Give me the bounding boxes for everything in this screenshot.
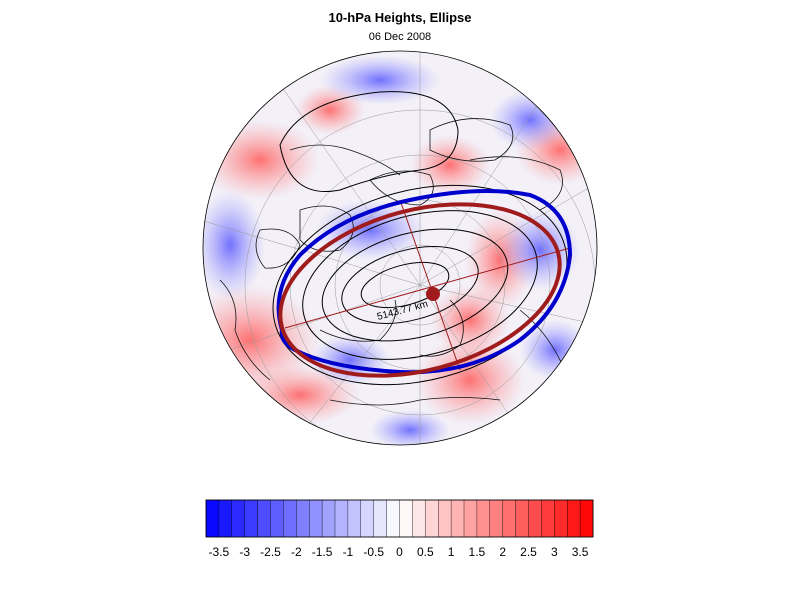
colorbar-tick-label: -1.5 [312, 545, 333, 559]
height-contours [272, 91, 568, 386]
map-title: 10-hPa Heights, Ellipse [328, 10, 472, 25]
colorbar-tick-label: 0.5 [417, 545, 434, 559]
colorbar-cell [373, 499, 388, 538]
colorbar-labels: -3.5 -3 -2.5 -2 -1.5 -1 -0.5 0 0.5 1 1.5 2 2.5 3 3.5 [209, 545, 589, 559]
colorbar-tick-label: -3 [239, 545, 250, 559]
colorbar-cell [463, 499, 478, 538]
colorbar-cell [438, 499, 452, 538]
colorbar-cell [489, 499, 504, 538]
globe-outline [202, 50, 598, 446]
map-subtitle: 06 Dec 2008 [368, 31, 432, 43]
colorbar-cell [296, 499, 310, 538]
colorbar-cell [528, 499, 542, 538]
coastlines [219, 118, 591, 406]
colorbar-cell [476, 499, 491, 538]
polar-map: 5143.77 km [202, 50, 598, 446]
colorbar-tick-label: -3.5 [209, 545, 230, 559]
colorbar-cells [205, 499, 594, 538]
colorbar-cell [347, 499, 362, 538]
colorbar-cell [554, 499, 568, 538]
colorbar-cell [386, 499, 401, 538]
colorbar-cell [360, 499, 375, 538]
colorbar-cell [334, 499, 349, 538]
colorbar-frame [205, 499, 594, 538]
colorbar-cell [541, 499, 555, 538]
colorbar-tick-label: -2.5 [260, 545, 281, 559]
colorbar-cell [579, 499, 594, 538]
colorbar-tick-label: 2.5 [520, 545, 537, 559]
colorbar-tick-label: 1 [448, 545, 455, 559]
ellipse-center-marker [426, 287, 440, 301]
colorbar-cell [425, 499, 439, 538]
colorbar-cell [283, 499, 297, 538]
colorbar-cell [231, 499, 246, 538]
colorbar-tick-label: 2 [499, 545, 506, 559]
colorbar-cell [412, 499, 426, 538]
colorbar-cell [205, 499, 220, 538]
colorbar-tick-label: 1.5 [469, 545, 486, 559]
colorbar-cell [257, 499, 272, 538]
colorbar-tick-label: 3 [551, 545, 558, 559]
colorbar-cell [515, 499, 529, 538]
colorbar-cell [309, 499, 323, 538]
colorbar-tick-label: 0 [396, 545, 403, 559]
colorbar-cell [502, 499, 517, 538]
colorbar-cell [270, 499, 284, 538]
ellipse-axes [284, 199, 571, 371]
colorbar-tick-label: -1 [343, 545, 354, 559]
colorbar-cell [244, 499, 259, 538]
colorbar-cell [399, 499, 413, 538]
fitted-ellipse [278, 202, 562, 378]
colorbar-cell [218, 499, 233, 538]
observed-vortex-edge [276, 189, 573, 375]
colorbar-tick-label: 3.5 [572, 545, 589, 559]
colorbar-tick-label: -0.5 [363, 545, 384, 559]
colorbar-cell [321, 499, 336, 538]
colorbar-tick-label: -2 [291, 545, 302, 559]
colorbar-cell [450, 499, 465, 538]
colorbar-cell [567, 499, 581, 538]
